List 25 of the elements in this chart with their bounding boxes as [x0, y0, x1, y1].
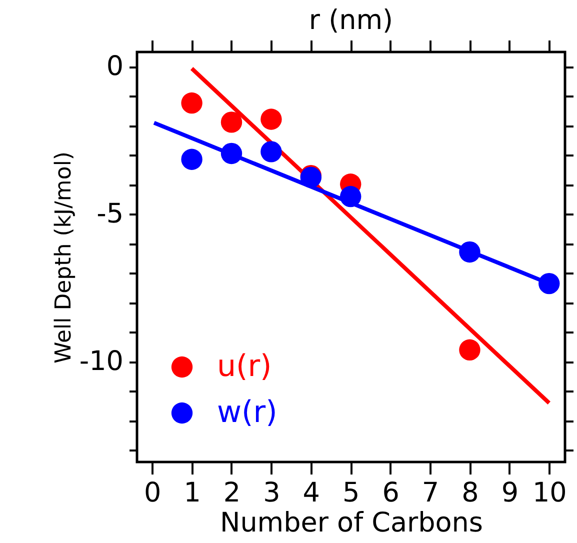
x-tick-label: 0 [144, 478, 162, 508]
point [459, 339, 480, 360]
x-tick-label: 4 [302, 478, 320, 508]
y-tick-label: -5 [96, 198, 124, 230]
x-tick-label: 2 [223, 478, 241, 508]
y-tick-label: -10 [79, 346, 124, 378]
point [181, 148, 202, 170]
x-tick-label: 7 [422, 478, 440, 508]
chart-title: r (nm) [308, 5, 394, 36]
x-tick-label: 3 [263, 478, 280, 508]
y-axis-title: Well Depth (kJ/mol) [51, 151, 76, 364]
legend-label: u(r) [217, 349, 272, 384]
x-tick-label: 5 [342, 478, 360, 508]
x-tick-label: 6 [382, 478, 400, 508]
x-tick-label: 8 [462, 478, 479, 508]
x-tick-label: 10 [532, 478, 567, 508]
point [260, 108, 282, 130]
point [220, 112, 242, 133]
point [181, 92, 202, 114]
point [260, 141, 282, 162]
x-tick-label: 1 [184, 478, 201, 508]
x-tick-label: 9 [501, 478, 519, 508]
y-tick-label: 0 [106, 51, 124, 82]
x-axis-title: Number of Carbons [220, 508, 483, 538]
legend-label: w(r) [217, 395, 278, 430]
